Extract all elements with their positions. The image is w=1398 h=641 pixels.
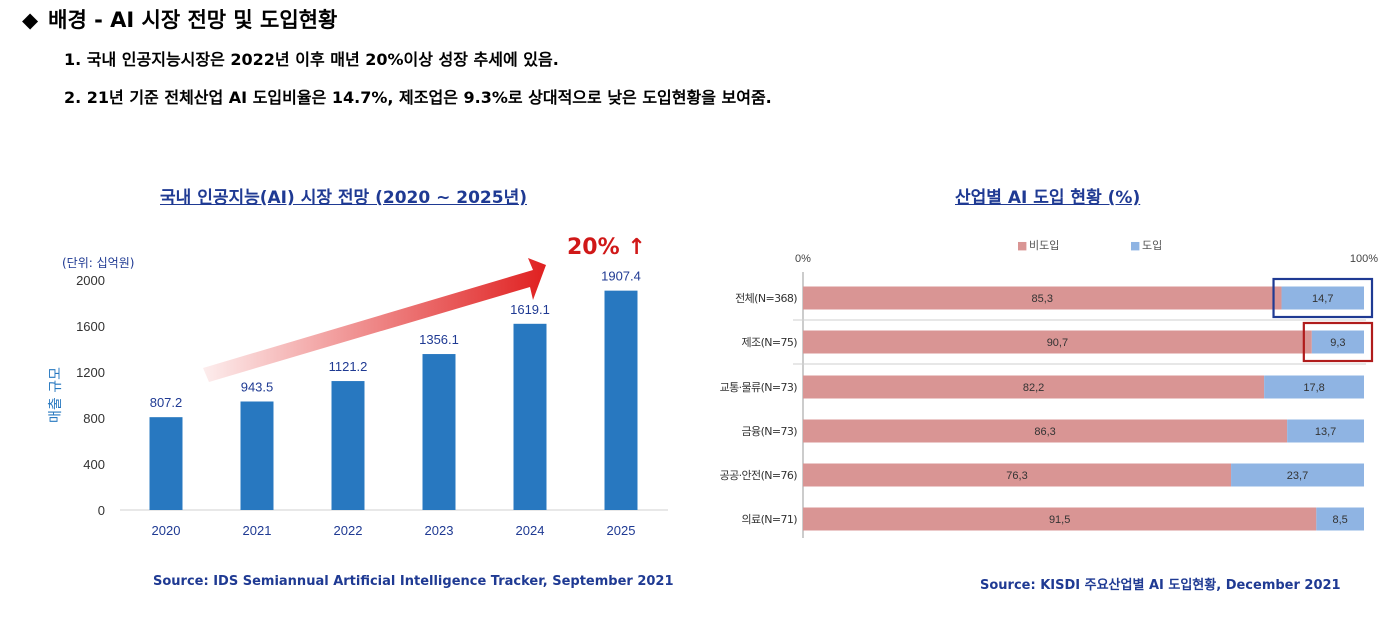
y-tick-label: 400 — [83, 457, 105, 472]
y-tick-label: 0 — [98, 503, 105, 518]
page-heading: ◆ 배경 - AI 시장 전망 및 도입현황 — [22, 4, 337, 34]
bar-non-adopt — [803, 286, 1282, 310]
category-label: 제조(N=75) — [742, 336, 798, 349]
category-label: 전체(N=368) — [735, 292, 797, 305]
heading-text: 배경 - AI 시장 전망 및 도입현황 — [48, 8, 338, 32]
bar-value-label: 76,3 — [1006, 470, 1027, 482]
bar-2023 — [422, 354, 456, 510]
y-tick-label: 1600 — [76, 319, 105, 334]
y-tick-label: 1200 — [76, 365, 105, 380]
bar-adopt — [1316, 507, 1364, 531]
bar-adopt — [1264, 375, 1364, 399]
bar-non-adopt — [803, 463, 1232, 487]
category-label: 금융(N=73) — [742, 425, 798, 438]
bar-adopt — [1311, 330, 1364, 354]
bar-2021 — [240, 401, 274, 510]
bar-value-label: 17,8 — [1303, 382, 1324, 394]
source-left: Source: IDS Semiannual Artificial Intell… — [153, 574, 674, 589]
bar-value-label: 82,2 — [1023, 382, 1044, 394]
source-right: Source: KISDI 주요산업별 AI 도입현황, December 20… — [980, 578, 1341, 593]
x-tick-label: 2025 — [607, 523, 636, 538]
x-tick-label: 2023 — [425, 523, 454, 538]
bar-value-label: 23,7 — [1287, 470, 1308, 482]
legend-swatch-non-adopt: ■ — [1017, 239, 1027, 252]
bar-non-adopt — [803, 419, 1288, 443]
bar-2024 — [513, 323, 547, 510]
x-tick-label: 0% — [795, 253, 811, 265]
category-label: 공공·안전(N=76) — [720, 469, 798, 482]
diamond-bullet-icon: ◆ — [22, 8, 39, 32]
bar-adopt — [1287, 419, 1364, 443]
bar-value-label: 9,3 — [1330, 337, 1345, 349]
bar-value-label: 86,3 — [1034, 426, 1055, 438]
category-label: 교통·물류(N=73) — [720, 381, 798, 394]
bar-value-label: 14,7 — [1312, 293, 1333, 305]
adoption-chart-title: 산업별 AI 도입 현황 (%) — [955, 188, 1141, 208]
bar-value-label: 1907.4 — [601, 269, 641, 284]
bar-value-label: 943.5 — [241, 379, 274, 394]
bar-value-label: 90,7 — [1047, 337, 1068, 349]
bar-non-adopt — [803, 330, 1312, 354]
bullet-1: 1. 국내 인공지능시장은 2022년 이후 매년 20%이상 성장 추세에 있… — [64, 50, 559, 69]
x-tick-label: 2024 — [516, 523, 545, 538]
legend-swatch-adopt: ■ — [1130, 239, 1140, 252]
category-label: 의료(N=71) — [742, 513, 798, 526]
growth-annotation: 20% ↑ — [567, 235, 646, 260]
bar-value-label: 1619.1 — [510, 302, 550, 317]
x-tick-label: 100% — [1350, 253, 1378, 265]
growth-arrow-icon — [203, 258, 546, 382]
unit-label: (단위: 십억원) — [62, 256, 134, 270]
bullet-2: 2. 21년 기준 전체산업 AI 도입비율은 14.7%, 제조업은 9.3%… — [64, 88, 772, 107]
bar-value-label: 8,5 — [1333, 514, 1348, 526]
bar-adopt — [1231, 463, 1364, 487]
highlight-box — [1272, 277, 1374, 319]
bar-value-label: 85,3 — [1032, 293, 1053, 305]
bar-adopt — [1281, 286, 1364, 310]
y-axis-label: 매출 규모 — [48, 367, 64, 423]
x-tick-label: 2022 — [334, 523, 363, 538]
y-tick-label: 2000 — [76, 273, 105, 288]
bar-value-label: 807.2 — [150, 395, 183, 410]
legend-label-non-adopt: 비도입 — [1029, 239, 1059, 252]
y-tick-label: 800 — [83, 411, 105, 426]
bar-non-adopt — [803, 375, 1265, 399]
x-tick-label: 2021 — [243, 523, 272, 538]
legend-label-adopt: 도입 — [1142, 239, 1162, 252]
bar-2025 — [604, 290, 638, 510]
bar-value-label: 13,7 — [1315, 426, 1336, 438]
bar-value-label: 1356.1 — [419, 332, 459, 347]
bar-2020 — [149, 417, 183, 510]
bar-value-label: 1121.2 — [329, 359, 368, 374]
x-tick-label: 2020 — [152, 523, 181, 538]
bar-value-label: 91,5 — [1049, 514, 1070, 526]
bar-2022 — [331, 381, 365, 510]
bar-non-adopt — [803, 507, 1317, 531]
highlight-box — [1302, 321, 1374, 363]
market-chart-title: 국내 인공지능(AI) 시장 전망 (2020 ~ 2025년) — [160, 188, 527, 208]
